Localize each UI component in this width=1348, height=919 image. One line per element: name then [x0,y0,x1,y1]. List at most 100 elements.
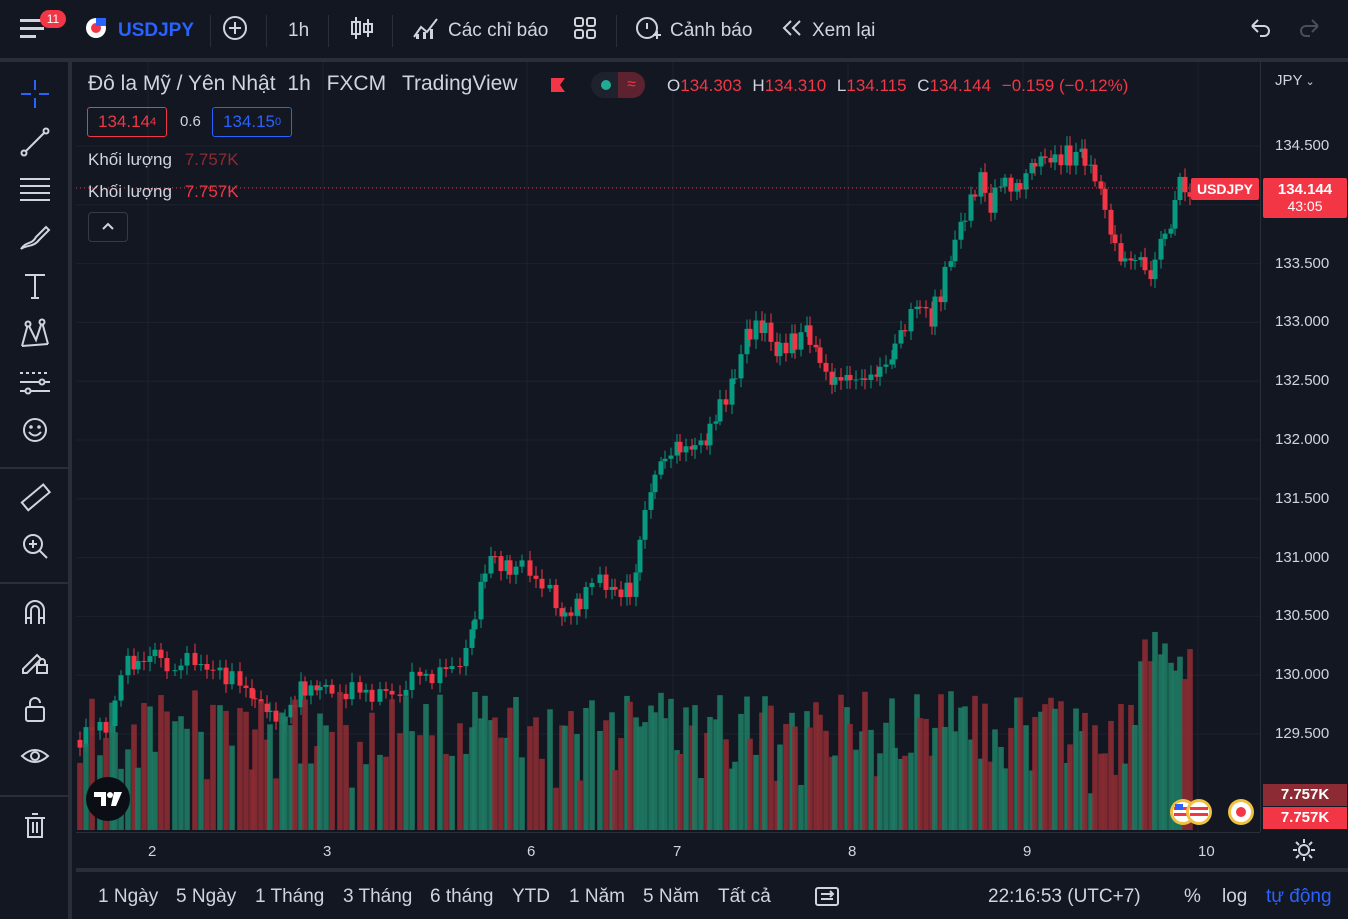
undo-button[interactable] [1248,0,1272,62]
volume-bar [357,741,363,830]
emoji-tool[interactable] [14,412,56,452]
volume-bar [1108,720,1114,830]
volume-bar [403,696,409,830]
volume-bar [844,707,850,830]
chart-pane[interactable] [76,62,1260,832]
candle-body [357,682,363,693]
buy-button[interactable]: 134.15 0 [212,107,293,137]
jp-event-icon[interactable] [1228,799,1254,825]
range-button[interactable]: 1 Năm [569,886,625,907]
volume-value: 7.757K [184,182,239,201]
remove-drawings-tool[interactable] [14,808,56,848]
volume-bar [1008,727,1014,830]
sell-button[interactable]: 134.14 4 [87,107,168,137]
ruler-tool[interactable] [14,480,56,520]
symbol-price-tag: USDJPY [1191,178,1259,200]
magnet-tool[interactable] [14,595,56,635]
volume-bar [929,755,935,830]
candle-body [844,374,850,381]
candle-body [152,649,158,657]
us-flag-icon [84,16,108,46]
volume-bar [292,699,298,830]
candle-body [1118,243,1124,262]
candle-body [648,492,654,510]
volume-bar [1142,639,1148,830]
range-button[interactable]: 6 tháng [430,886,494,907]
interval-button[interactable]: 1h [288,0,309,62]
candle-body [349,682,355,700]
settings-icon [1292,839,1316,866]
percent-scale-toggle[interactable]: % [1184,886,1201,907]
candle-body [237,671,243,686]
indicators-button[interactable]: Các chỉ báo [412,0,548,62]
volume-bar [859,731,865,830]
candle-body [838,377,844,381]
menu-button[interactable] [18,0,54,62]
forecast-tool[interactable] [14,364,56,404]
candle-body [574,598,580,616]
price-axis[interactable]: JPY⌄ 134.500134.000133.500133.000132.500… [1260,62,1348,832]
volume-legend-2[interactable]: Khối lượng 7.757K [88,182,239,202]
symbol-search-button[interactable]: USDJPY [84,0,194,62]
auto-scale-toggle[interactable]: tự động [1266,886,1332,907]
text-tool[interactable] [14,268,56,308]
replay-button[interactable]: Xem lại [780,0,875,62]
currency-selector[interactable]: JPY ⌄ [1275,72,1315,89]
candle-body [753,320,759,340]
hide-drawings-tool[interactable] [14,739,56,779]
volume-bar [317,713,323,830]
volume-bar [692,705,698,830]
timezone-clock[interactable]: 22:16:53 (UTC+7) [988,886,1141,907]
redo-button[interactable] [1298,0,1322,62]
volume-bar [282,716,288,830]
volume-bar [642,722,648,830]
candle-body [612,586,618,590]
volume-legend-1[interactable]: Khối lượng 7.757K [88,150,239,170]
range-button[interactable]: 1 Ngày [98,886,159,907]
range-button[interactable]: 3 Tháng [343,886,413,907]
pattern-tool[interactable] [14,316,56,356]
legend-title[interactable]: Đô la Mỹ / Yên Nhật [88,72,276,95]
range-button[interactable]: YTD [512,886,550,907]
compare-symbol-button[interactable] [222,0,248,62]
crosshair-tool[interactable] [14,76,56,116]
range-button[interactable]: Tất cả [718,886,771,907]
chart-settings-button[interactable] [1292,838,1316,867]
brush-tool[interactable] [14,220,56,260]
time-axis[interactable]: 2 3 6 7 8 9 10 [76,832,1260,868]
price-chart[interactable] [76,62,1260,832]
volume-bar [662,718,668,830]
range-button[interactable]: 5 Năm [643,886,699,907]
volume-bar [1132,725,1138,830]
collapse-legend-button[interactable] [88,212,128,242]
chart-type-button[interactable] [350,0,374,62]
flag-icon[interactable] [549,76,567,99]
us-event-icon-2[interactable] [1186,799,1212,825]
date-range-button[interactable] [814,884,840,913]
candle-body [417,671,423,676]
log-scale-toggle[interactable]: log [1222,886,1248,907]
volume-bar [308,763,314,830]
lock-drawing-tool[interactable] [14,643,56,683]
fib-tool[interactable] [14,172,56,212]
candle-body [813,344,819,348]
tradingview-logo[interactable] [86,777,130,821]
time-tick-label: 6 [527,843,536,860]
templates-button[interactable] [572,0,598,62]
candle-body [363,689,369,693]
candle-body [938,296,944,303]
alert-button[interactable]: Cảnh báo [634,0,752,62]
volume-bar [449,755,455,830]
trendline-tool[interactable] [14,124,56,164]
volume-bar [314,746,320,830]
candle-body [992,187,998,213]
candle-body [929,308,935,327]
zoom-tool[interactable] [14,528,56,568]
candle-body [1142,257,1148,271]
lock-all-tool[interactable] [14,691,56,731]
volume-bar [777,744,783,830]
range-button[interactable]: 1 Tháng [255,886,325,907]
price-tick-label: 131.500 [1275,489,1330,507]
market-status[interactable]: ≈ [591,72,645,98]
range-button[interactable]: 5 Ngày [176,886,237,907]
